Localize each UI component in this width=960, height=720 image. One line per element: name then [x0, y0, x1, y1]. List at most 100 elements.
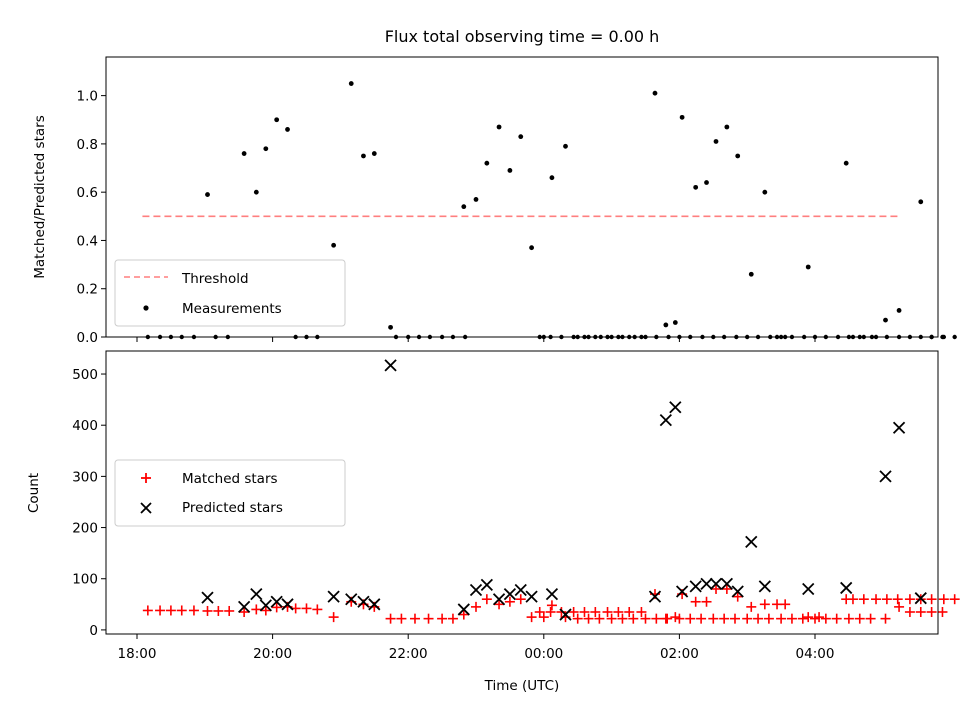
measurement-point — [549, 175, 555, 181]
measurement-point — [241, 151, 247, 156]
x-axis-label: Time (UTC) — [484, 678, 560, 694]
matched-star-point — [759, 599, 770, 610]
matched-star-point — [843, 613, 854, 624]
measurement-point — [388, 324, 393, 330]
predicted-star-point — [545, 587, 559, 601]
matched-star-point — [396, 613, 407, 624]
predicted-star-point — [345, 593, 358, 606]
matched-star-point — [865, 613, 876, 624]
matched-star-point — [949, 594, 960, 605]
matched-star-point — [409, 613, 420, 624]
predicted-star-point — [250, 587, 263, 601]
measurement-point — [461, 204, 467, 210]
matched-star-point — [937, 606, 948, 617]
matched-star-point — [617, 613, 628, 624]
predicted-star-point — [469, 583, 483, 597]
bottom-y-tick-label: 200 — [72, 521, 98, 537]
predicted-star-point — [457, 603, 470, 616]
matched-star-point — [494, 599, 505, 610]
matched-star-point — [328, 612, 339, 623]
measurement-point — [518, 134, 524, 140]
measurement-point — [253, 189, 259, 195]
matched-star-point — [871, 594, 882, 605]
matched-star-point — [904, 606, 915, 617]
predicted-star-point — [259, 599, 272, 612]
matched-star-point — [858, 594, 869, 605]
measurement-point — [563, 143, 568, 149]
measurement-point — [918, 199, 924, 205]
matched-star-point — [271, 602, 282, 613]
top-y-tick-label: 0.6 — [77, 185, 98, 201]
matched-star-point — [602, 606, 613, 617]
predicted-star-point — [720, 577, 733, 590]
x-tick-label: 04:00 — [796, 646, 835, 662]
measurement-point — [652, 90, 658, 96]
matched-star-point — [670, 612, 681, 623]
measurement-point — [713, 139, 719, 144]
top-legend-box — [114, 259, 346, 327]
matched-star-point — [312, 604, 323, 615]
matched-star-point — [915, 606, 926, 617]
matched-star-point — [651, 613, 662, 624]
matched-star-point — [213, 605, 224, 616]
measurement-point — [529, 245, 534, 251]
legend-measurements-swatch — [143, 305, 149, 311]
predicted-star-point — [731, 585, 744, 598]
matched-star-point — [471, 601, 481, 612]
matched-star-point — [260, 605, 271, 616]
top-x-ticks — [136, 337, 816, 342]
chart-title: Flux total observing time = 0.00 h — [385, 27, 660, 46]
matched-star-point — [904, 594, 915, 605]
predicted-star-point — [669, 401, 682, 414]
matched-star-point — [742, 613, 753, 624]
matched-star-point — [202, 605, 213, 616]
measurement-point — [762, 189, 768, 195]
matched-star-point — [820, 613, 831, 624]
matched-star-point — [753, 613, 764, 624]
top-y-tick-label: 0.8 — [77, 137, 98, 153]
matched-star-point — [594, 613, 605, 624]
matched-star-point — [301, 603, 312, 614]
predicted-star-point — [327, 590, 340, 603]
matched-star-point — [719, 613, 730, 624]
top-y-ticks: 0.0 0.2 0.4 0.6 0.8 1.0 — [77, 89, 106, 346]
matched-star-point — [732, 591, 743, 602]
matched-star-point — [660, 613, 671, 624]
bottom-legend-box — [114, 459, 346, 527]
matched-star-point — [423, 613, 434, 624]
predicted-star-point — [689, 580, 702, 593]
predicted-star-point — [648, 590, 662, 603]
predicted-star-point — [503, 587, 517, 601]
matched-star-point — [780, 599, 791, 610]
matched-star-point — [606, 613, 617, 624]
legend-measurements-label: Measurements — [182, 301, 282, 317]
bottom-y-tick-label: 100 — [72, 572, 98, 588]
legend-threshold-label: Threshold — [181, 271, 249, 287]
matched-star-point — [624, 606, 635, 617]
predicted-star-point — [237, 600, 251, 614]
matched-star-point — [224, 605, 235, 616]
x-tick-label: 00:00 — [524, 646, 563, 662]
matched-star-point — [892, 594, 903, 605]
measurement-point — [263, 146, 269, 152]
measurement-point — [724, 124, 730, 130]
matched-star-point — [938, 594, 949, 605]
measurement-point — [896, 308, 902, 313]
measurement-point — [735, 153, 741, 159]
top-panel: 0.0 0.2 0.4 0.6 0.8 1.0 Matched/Predicted sta… — [32, 56, 957, 346]
predicted-star-point — [709, 577, 723, 590]
matched-star-point — [711, 583, 722, 594]
matched-star-point — [251, 604, 262, 615]
matched-star-point — [579, 606, 590, 617]
measurement-point — [285, 127, 290, 132]
predicted-star-point — [357, 595, 370, 608]
matched-star-point — [568, 606, 579, 617]
predicted-stars-layer — [201, 359, 927, 621]
matched-star-point — [188, 605, 199, 616]
matched-star-point — [176, 605, 187, 616]
measurement-point — [496, 124, 502, 130]
matched-star-point — [926, 594, 937, 605]
matched-star-point — [142, 605, 153, 616]
predicted-star-point — [480, 578, 493, 592]
